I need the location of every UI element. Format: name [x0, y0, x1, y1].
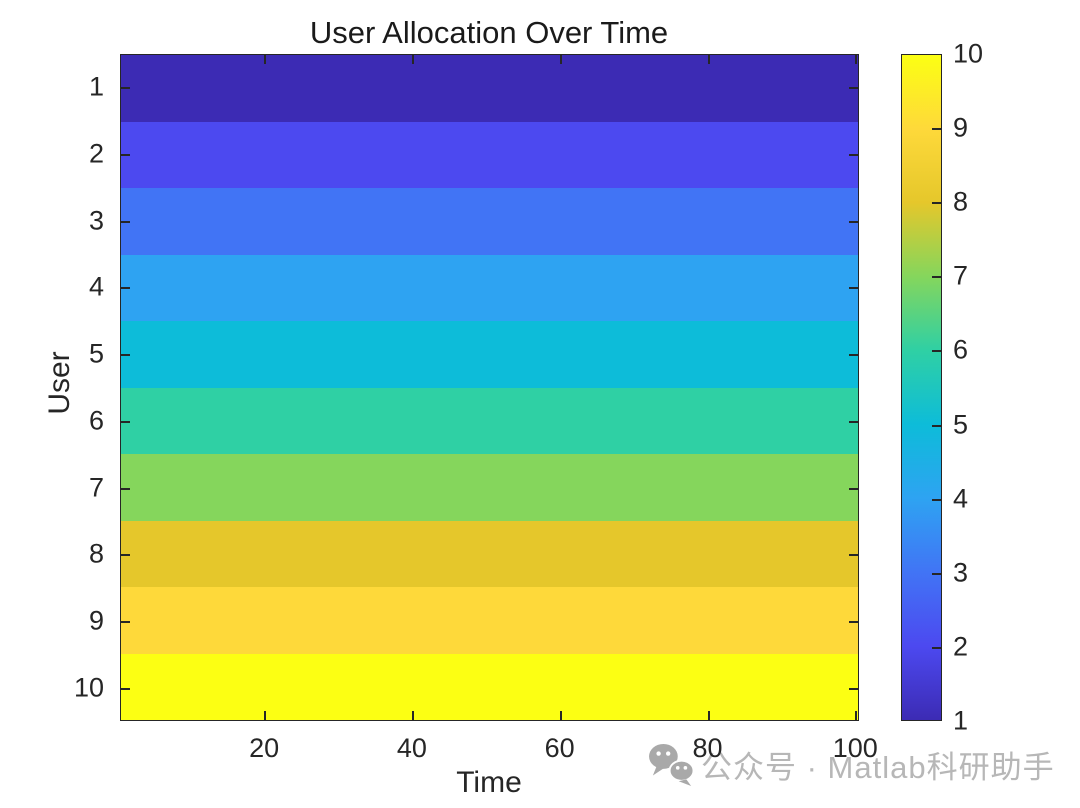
- x-tick-mark: [559, 55, 562, 64]
- y-tick-mark: [121, 620, 130, 623]
- colorbar-tick-label: 10: [953, 38, 984, 69]
- x-tick-label: 40: [396, 733, 427, 763]
- colorbar-tick-label: 9: [953, 112, 969, 143]
- y-tick-mark: [849, 620, 858, 623]
- colorbar-tick-mark: [932, 276, 941, 279]
- y-tick-mark: [849, 287, 858, 290]
- y-tick-label: 10: [73, 672, 104, 703]
- x-tick-mark: [264, 55, 267, 64]
- y-tick-mark: [121, 687, 130, 690]
- x-axis-label: Time: [456, 766, 522, 799]
- y-tick-mark: [849, 487, 858, 490]
- colorbar-tick-mark: [932, 646, 941, 649]
- x-tick-label: 60: [544, 733, 575, 763]
- x-tick-mark: [264, 711, 267, 720]
- x-tick-label: 80: [692, 733, 723, 763]
- y-tick-label: 5: [88, 338, 104, 369]
- x-tick-mark: [855, 711, 858, 720]
- band-user-6: [121, 387, 858, 454]
- band-user-5: [121, 321, 858, 388]
- x-tick-mark: [707, 711, 710, 720]
- y-tick-mark: [121, 154, 130, 156]
- band-user-9: [121, 587, 858, 654]
- y-tick-label: 3: [88, 205, 104, 236]
- chart-title: User Allocation Over Time: [309, 15, 669, 50]
- y-tick-label: 2: [88, 138, 104, 169]
- y-tick-mark: [121, 420, 130, 423]
- y-tick-mark: [121, 354, 130, 357]
- y-tick-label: 6: [88, 405, 104, 436]
- x-tick-mark: [855, 55, 858, 64]
- colorbar-tick-mark: [932, 128, 941, 131]
- y-tick-mark: [121, 287, 130, 290]
- y-tick-label: 7: [88, 472, 104, 503]
- colorbar-tick-label: 3: [953, 557, 969, 588]
- x-tick-label: 20: [249, 733, 280, 763]
- y-tick-label: 1: [88, 71, 104, 102]
- band-user-3: [121, 188, 858, 255]
- colorbar-tick-label: 2: [953, 631, 969, 662]
- colorbar-tick-mark: [932, 424, 941, 427]
- colorbar-tick-mark: [932, 350, 941, 353]
- colorbar-tick-mark: [932, 202, 941, 205]
- y-tick-mark: [849, 554, 858, 557]
- colorbar-tick-label: 5: [953, 409, 969, 440]
- colorbar: [901, 54, 942, 721]
- wechat-icon: [649, 743, 695, 786]
- y-tick-mark: [849, 154, 858, 156]
- band-user-8: [121, 520, 858, 587]
- heatmap-plot: [120, 54, 859, 721]
- band-user-2: [121, 121, 858, 188]
- band-user-7: [121, 454, 858, 521]
- y-tick-label: 8: [88, 538, 104, 569]
- y-tick-label: 4: [88, 271, 104, 302]
- y-tick-label: 9: [88, 605, 104, 636]
- x-tick-label: 100: [832, 733, 878, 763]
- y-tick-mark: [849, 87, 858, 90]
- y-tick-mark: [121, 554, 130, 557]
- x-tick-mark: [411, 55, 414, 64]
- band-user-10: [121, 653, 858, 720]
- colorbar-tick-label: 1: [953, 705, 969, 736]
- colorbar-tick-mark: [932, 572, 941, 575]
- y-tick-mark: [121, 87, 130, 90]
- y-tick-mark: [849, 420, 858, 423]
- y-tick-mark: [121, 220, 130, 223]
- y-tick-mark: [849, 220, 858, 223]
- y-tick-mark: [849, 687, 858, 690]
- band-user-4: [121, 254, 858, 321]
- colorbar-tick-label: 4: [953, 483, 969, 514]
- x-tick-mark: [411, 711, 414, 720]
- x-tick-mark: [707, 55, 710, 64]
- y-tick-mark: [849, 354, 858, 357]
- colorbar-tick-label: 8: [953, 186, 969, 217]
- colorbar-tick-mark: [932, 498, 941, 501]
- colorbar-tick-label: 6: [953, 334, 969, 365]
- watermark: 公众号 · Matlab科研助手: [648, 742, 1055, 787]
- band-user-1: [121, 55, 858, 122]
- x-tick-mark: [559, 711, 562, 720]
- y-tick-mark: [121, 487, 130, 490]
- colorbar-tick-label: 7: [953, 260, 969, 291]
- watermark-text: 公众号 · Matlab科研助手: [701, 750, 1055, 785]
